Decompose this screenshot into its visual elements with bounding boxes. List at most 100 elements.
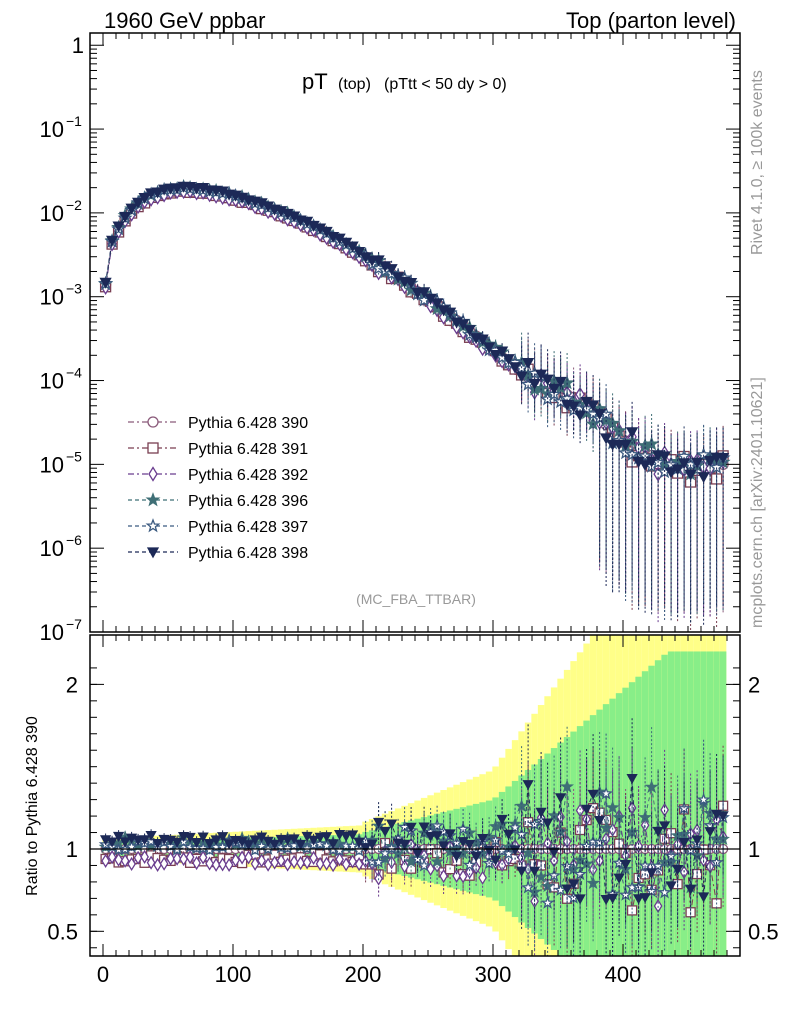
legend-marker (147, 442, 159, 454)
ratio-point (353, 837, 365, 848)
top-frame (89, 32, 741, 633)
ratio-y-label: Ratio to Pythia 6.428 390 (24, 716, 41, 896)
data-point (430, 298, 444, 310)
ratio-point (171, 837, 183, 848)
data-point (502, 354, 515, 366)
ratio-point (696, 792, 711, 806)
y-tick-label: 10 (40, 117, 64, 142)
ratio-point (463, 839, 476, 850)
data-point (425, 298, 436, 314)
data-point (619, 439, 632, 451)
ratio-point (205, 856, 214, 871)
data-point (495, 346, 509, 358)
ratio-point (348, 854, 357, 869)
ratio-point (697, 892, 710, 903)
legend-label: Pythia 6.428 390 (188, 415, 308, 432)
data-point (645, 456, 658, 468)
ratio-point (639, 893, 651, 904)
data-point (599, 433, 613, 445)
ratio-point (145, 831, 157, 842)
ratio-point (548, 847, 560, 858)
ratio-point (424, 831, 437, 842)
data-point (105, 235, 119, 247)
data-point (118, 211, 132, 223)
data-point (658, 451, 671, 463)
ratio-point (371, 854, 386, 869)
ratio-point (528, 866, 541, 877)
data-point (515, 371, 528, 383)
ratio-point (120, 853, 130, 868)
ratio-point (470, 852, 482, 863)
ratio-point (515, 866, 528, 877)
ratio-point (346, 830, 359, 841)
ratio-point (657, 885, 672, 899)
data-point (404, 277, 418, 289)
data-point (352, 246, 366, 258)
data-point (697, 472, 710, 484)
data-point (541, 374, 554, 386)
ratio-point (709, 855, 724, 869)
energy-label: 1960 GeV ppbar (104, 8, 265, 33)
series-6 (99, 181, 730, 956)
legend-label: Pythia 6.428 396 (188, 493, 308, 510)
ratio-point (521, 880, 535, 894)
ratio-point (237, 850, 247, 865)
ratio-point (554, 793, 567, 804)
ratio-tick-label-left: 1 (66, 837, 78, 862)
ratio-point (535, 807, 547, 818)
data-point (476, 334, 489, 346)
legend-marker (146, 547, 160, 559)
data-point (170, 183, 184, 195)
ratio-point (574, 894, 586, 905)
x-tick-label: 0 (97, 962, 109, 987)
legend-label: Pythia 6.428 398 (188, 545, 308, 562)
ratio-point (315, 856, 325, 871)
ratio-point (547, 808, 561, 822)
data-point (567, 401, 580, 413)
ratio-point (216, 832, 229, 843)
ratio-point (166, 851, 175, 866)
y-tick-label: 10 (40, 201, 64, 226)
ratio-point (600, 895, 612, 906)
ratio-point (302, 855, 312, 870)
data-point (716, 452, 730, 464)
mcplots-label: mcplots.cern.ch [arXiv:2401.10621] (749, 377, 766, 628)
ratio-point (644, 779, 659, 794)
ratio-point (372, 817, 385, 828)
ratio-point (658, 821, 671, 832)
data-point (482, 342, 496, 354)
ratio-point (127, 856, 136, 872)
ratio-point (211, 857, 221, 872)
ratio-point (151, 838, 164, 850)
ratio-point (645, 868, 658, 879)
data-point (703, 455, 717, 467)
ratio-point (509, 845, 521, 856)
ratio-point (197, 832, 209, 843)
ratio-point (560, 779, 574, 793)
ratio-tick-label-left: 2 (66, 672, 78, 697)
y-tick-exponent: −4 (66, 365, 82, 381)
data-point (125, 203, 138, 215)
ratio-point (289, 854, 299, 869)
ratio-point (153, 857, 162, 872)
ratio-point (250, 856, 260, 871)
y-tick-label: 10 (40, 452, 64, 477)
ratio-point (281, 835, 294, 846)
ratio-point (452, 868, 461, 883)
ratio-point (335, 852, 344, 867)
ratio-point (534, 869, 548, 884)
data-point (372, 255, 385, 267)
x-tick-label: 300 (475, 962, 512, 987)
data-point (573, 410, 587, 422)
y-tick-exponent: −3 (66, 281, 82, 297)
ratio-point (587, 789, 599, 800)
ratio-point (418, 822, 430, 833)
ratio-point (283, 857, 292, 872)
ratio-point (450, 851, 463, 863)
ratio-point (192, 855, 201, 871)
ratio-point (671, 864, 684, 876)
data-point (547, 383, 561, 395)
data-point (671, 464, 684, 476)
ratio-point (249, 835, 261, 846)
ratio-point (417, 858, 431, 872)
